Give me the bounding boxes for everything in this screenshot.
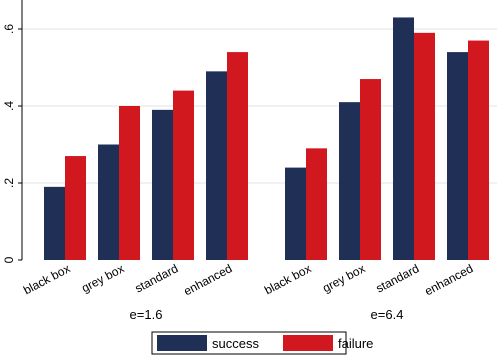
group-labels: e=1.6 e=6.4	[130, 307, 404, 322]
bar-failure-standard-0	[173, 90, 194, 260]
bar-success-black-box-0	[44, 186, 65, 260]
bar-success-grey-box-0	[98, 144, 119, 260]
y-tick-label: .2	[2, 178, 16, 188]
y-axis: 0 .2 .4 .6	[2, 0, 23, 263]
category-labels: black box grey box standard enhanced black b…	[21, 261, 475, 298]
bar-success-black-box-1	[285, 167, 306, 260]
category-label: standard	[133, 261, 181, 295]
legend-swatch-success	[157, 335, 207, 351]
bar-success-enhanced-1	[447, 52, 468, 260]
category-label: enhanced	[422, 261, 475, 298]
bar-failure-grey-box-1	[360, 79, 381, 260]
group-label: e=1.6	[130, 307, 163, 322]
category-label: grey box	[79, 261, 126, 295]
category-label: black box	[262, 261, 313, 297]
bar-failure-enhanced-1	[468, 40, 489, 260]
bar-success-standard-1	[393, 17, 414, 261]
y-tick-label: 0	[2, 256, 16, 263]
category-label: grey box	[320, 261, 367, 295]
bars	[44, 17, 489, 261]
group-label: e=6.4	[371, 307, 404, 322]
bar-failure-black-box-1	[306, 148, 327, 260]
bar-failure-grey-box-0	[119, 106, 140, 260]
y-tick-label: .6	[2, 24, 16, 34]
bar-failure-black-box-0	[65, 156, 86, 260]
legend-label-failure: failure	[338, 336, 373, 351]
category-label: enhanced	[181, 261, 234, 298]
bar-success-enhanced-0	[206, 71, 227, 260]
category-label: standard	[374, 261, 422, 295]
y-tick-label: .4	[2, 101, 16, 111]
bar-success-standard-0	[152, 109, 173, 260]
legend: success failure	[151, 331, 373, 355]
bar-failure-standard-1	[414, 32, 435, 260]
bar-failure-enhanced-0	[227, 52, 248, 260]
legend-swatch-failure	[283, 335, 333, 351]
category-label: black box	[21, 261, 72, 297]
legend-label-success: success	[212, 336, 259, 351]
bar-success-grey-box-1	[339, 102, 360, 261]
